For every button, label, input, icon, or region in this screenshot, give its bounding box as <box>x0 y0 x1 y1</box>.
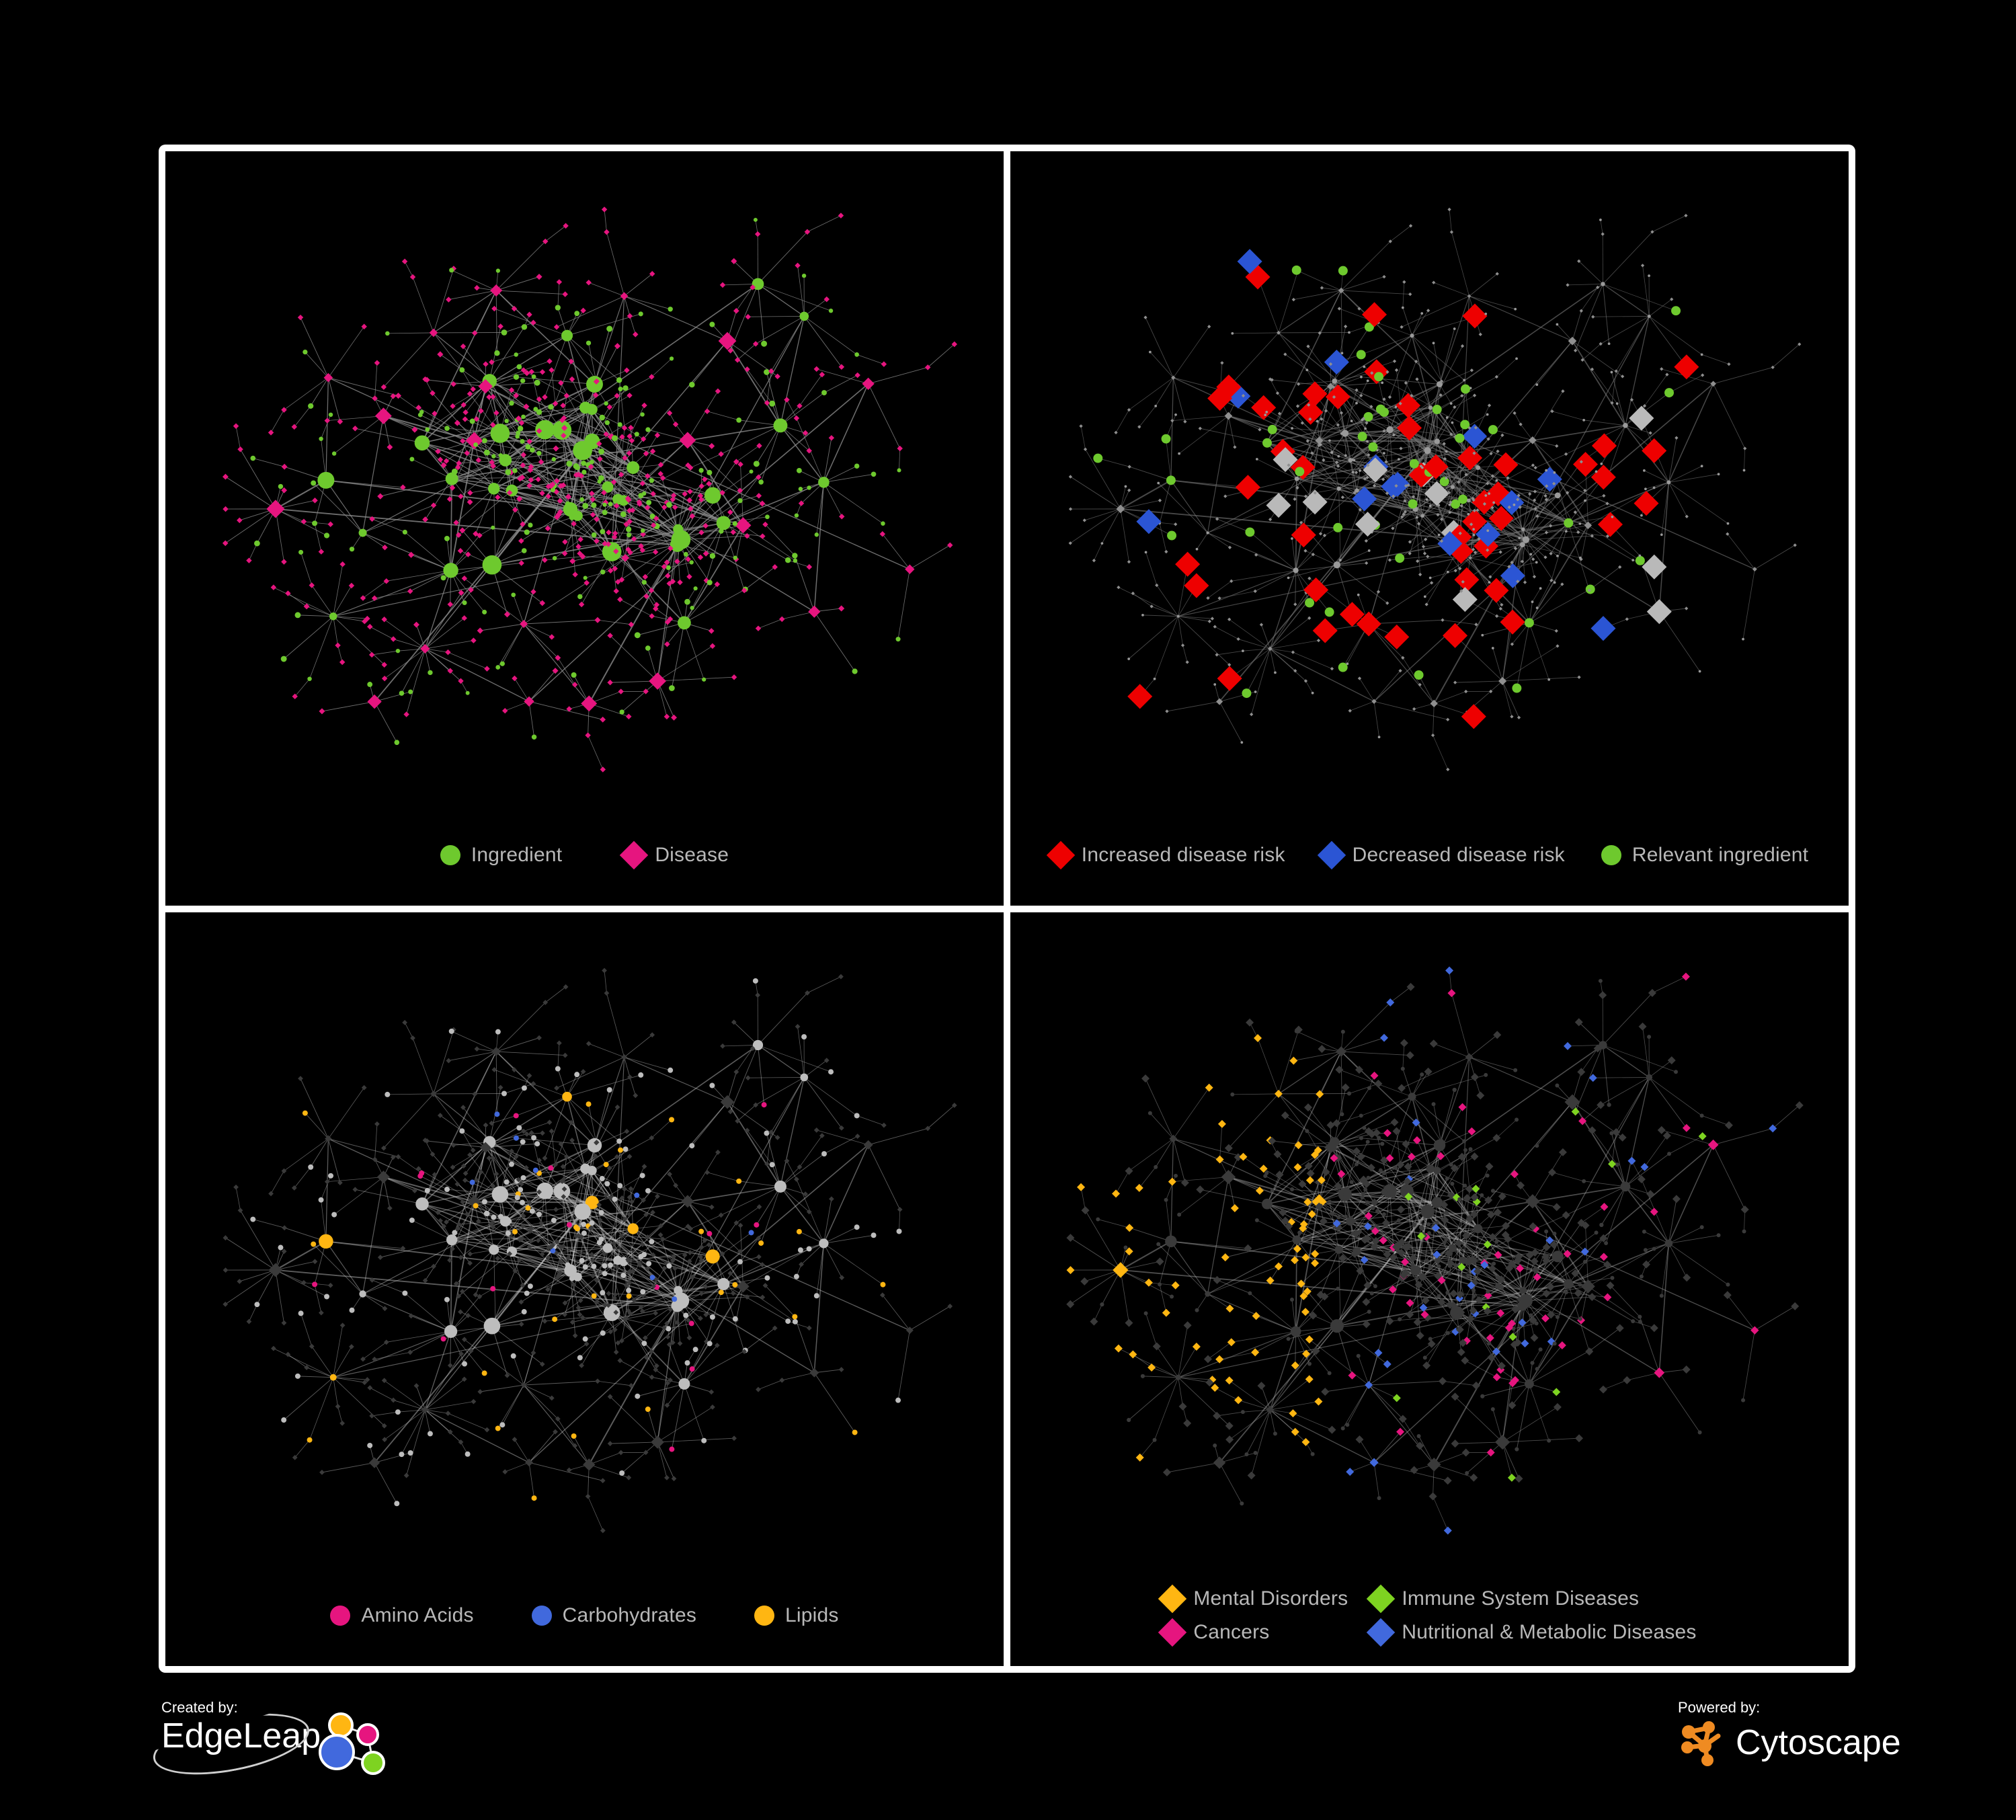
legend-item-carbohydrates[interactable]: Carbohydrates <box>531 1604 697 1627</box>
panel-ingredient-class-network: Amino Acids Carbohydrates Lipids <box>165 912 1004 1666</box>
legend-item-label: Lipids <box>785 1604 839 1626</box>
figure-panel-grid: Ingredient Disease Increased disease <box>159 145 1855 1673</box>
legend-item-immune-system-diseases[interactable]: Immune System Diseases <box>1367 1584 1640 1614</box>
legend-row: Cancers Nutritional & Metabolic Diseases <box>1158 1618 1697 1647</box>
edgeleap-text-column: Created by: EdgeLeap <box>161 1699 321 1756</box>
network-svg-3 <box>223 967 957 1533</box>
legend-item-label: Carbohydrates <box>562 1604 697 1626</box>
network-svg-4 <box>1066 966 1804 1534</box>
legend-item-label: Nutritional & Metabolic Diseases <box>1402 1621 1697 1643</box>
cytoscape-wordmark: Cytoscape <box>1736 1723 1901 1763</box>
diamond-marker-icon <box>1158 1618 1187 1647</box>
legend-rows-4: Mental Disorders Immune System Diseases … <box>1158 1584 1697 1647</box>
legend-panel-3: Amino Acids Carbohydrates Lipids <box>165 1565 1004 1666</box>
cytoscape-text-column: Powered by: Cytoscape <box>1678 1699 1901 1767</box>
legend-item-label: Disease <box>655 843 729 866</box>
diamond-marker-icon <box>1158 1584 1187 1614</box>
legend-row: Increased disease risk Decreased disease… <box>1046 840 1808 869</box>
legend-item-label: Ingredient <box>471 843 563 866</box>
circle-marker-icon <box>1601 844 1621 865</box>
legend-row: Ingredient Disease <box>440 840 729 869</box>
network-canvas-disease-risk[interactable] <box>1010 151 1849 805</box>
legend-item-nutritional-metabolic-diseases[interactable]: Nutritional & Metabolic Diseases <box>1367 1618 1697 1647</box>
panel-disease-risk-network: Increased disease risk Decreased disease… <box>1010 151 1849 906</box>
diamond-marker-icon <box>1367 1584 1396 1614</box>
diamond-marker-icon <box>1317 840 1346 869</box>
legend-item-increased-risk[interactable]: Increased disease risk <box>1046 840 1285 869</box>
legend-item-label: Immune System Diseases <box>1402 1587 1640 1610</box>
legend-item-cancers[interactable]: Cancers <box>1158 1618 1371 1647</box>
panel-disease-class-network: Mental Disorders Immune System Diseases … <box>1010 912 1849 1666</box>
legend-item-relevant-ingredient[interactable]: Relevant ingredient <box>1601 844 1808 867</box>
network-svg-1 <box>222 206 958 773</box>
cytoscape-icon <box>1681 1721 1721 1767</box>
legend-panel-2: Increased disease risk Decreased disease… <box>1010 805 1849 906</box>
powered-by-branding: Powered by: Cytoscape <box>1678 1699 1901 1767</box>
legend-rows-3: Amino Acids Carbohydrates Lipids <box>330 1604 838 1627</box>
cytoscape-logo-row: Cytoscape <box>1678 1718 1901 1767</box>
legend-item-label: Increased disease risk <box>1081 843 1285 866</box>
diamond-marker-icon <box>1046 840 1075 869</box>
panel-ingredient-disease-network: Ingredient Disease <box>165 151 1004 906</box>
circle-marker-icon <box>531 1606 552 1626</box>
legend-item-label: Relevant ingredient <box>1631 843 1809 866</box>
legend-panel-1: Ingredient Disease <box>165 805 1004 906</box>
legend-item-disease[interactable]: Disease <box>620 840 729 869</box>
created-by-kicker: Created by: <box>161 1699 238 1716</box>
legend-item-ingredient[interactable]: Ingredient <box>440 844 562 867</box>
network-canvas-ingredient-class[interactable] <box>165 912 1004 1566</box>
legend-row: Mental Disorders Immune System Diseases <box>1158 1584 1696 1614</box>
legend-item-label: Mental Disorders <box>1193 1587 1348 1610</box>
circle-marker-icon <box>754 1606 775 1626</box>
legend-item-label: Amino Acids <box>361 1604 474 1626</box>
circle-marker-icon <box>440 844 460 865</box>
powered-by-kicker: Powered by: <box>1678 1699 1761 1716</box>
legend-item-amino-acids[interactable]: Amino Acids <box>330 1604 473 1627</box>
edgeleap-logo: Created by: EdgeLeap <box>161 1699 321 1756</box>
created-by-branding: Created by: EdgeLeap <box>161 1699 391 1782</box>
legend-row: Amino Acids Carbohydrates Lipids <box>330 1604 838 1627</box>
legend-item-label: Cancers <box>1193 1621 1270 1643</box>
legend-item-decreased-risk[interactable]: Decreased disease risk <box>1317 840 1565 869</box>
network-canvas-disease-class[interactable] <box>1010 912 1849 1566</box>
legend-panel-4: Mental Disorders Immune System Diseases … <box>1010 1565 1849 1666</box>
edgeleap-wordmark: EdgeLeap <box>161 1716 321 1756</box>
legend-item-label: Decreased disease risk <box>1352 843 1565 866</box>
legend-rows-2: Increased disease risk Decreased disease… <box>1046 840 1808 869</box>
circle-marker-icon <box>330 1606 351 1626</box>
network-svg-2 <box>1068 207 1802 772</box>
legend-item-lipids[interactable]: Lipids <box>754 1604 839 1627</box>
network-canvas-ingredient-disease[interactable] <box>165 151 1004 805</box>
legend-item-mental-disorders[interactable]: Mental Disorders <box>1158 1584 1371 1614</box>
legend-rows-1: Ingredient Disease <box>440 840 729 869</box>
diamond-marker-icon <box>620 840 649 869</box>
diamond-marker-icon <box>1367 1618 1396 1647</box>
edgeleap-node-graph-icon <box>319 1712 386 1775</box>
